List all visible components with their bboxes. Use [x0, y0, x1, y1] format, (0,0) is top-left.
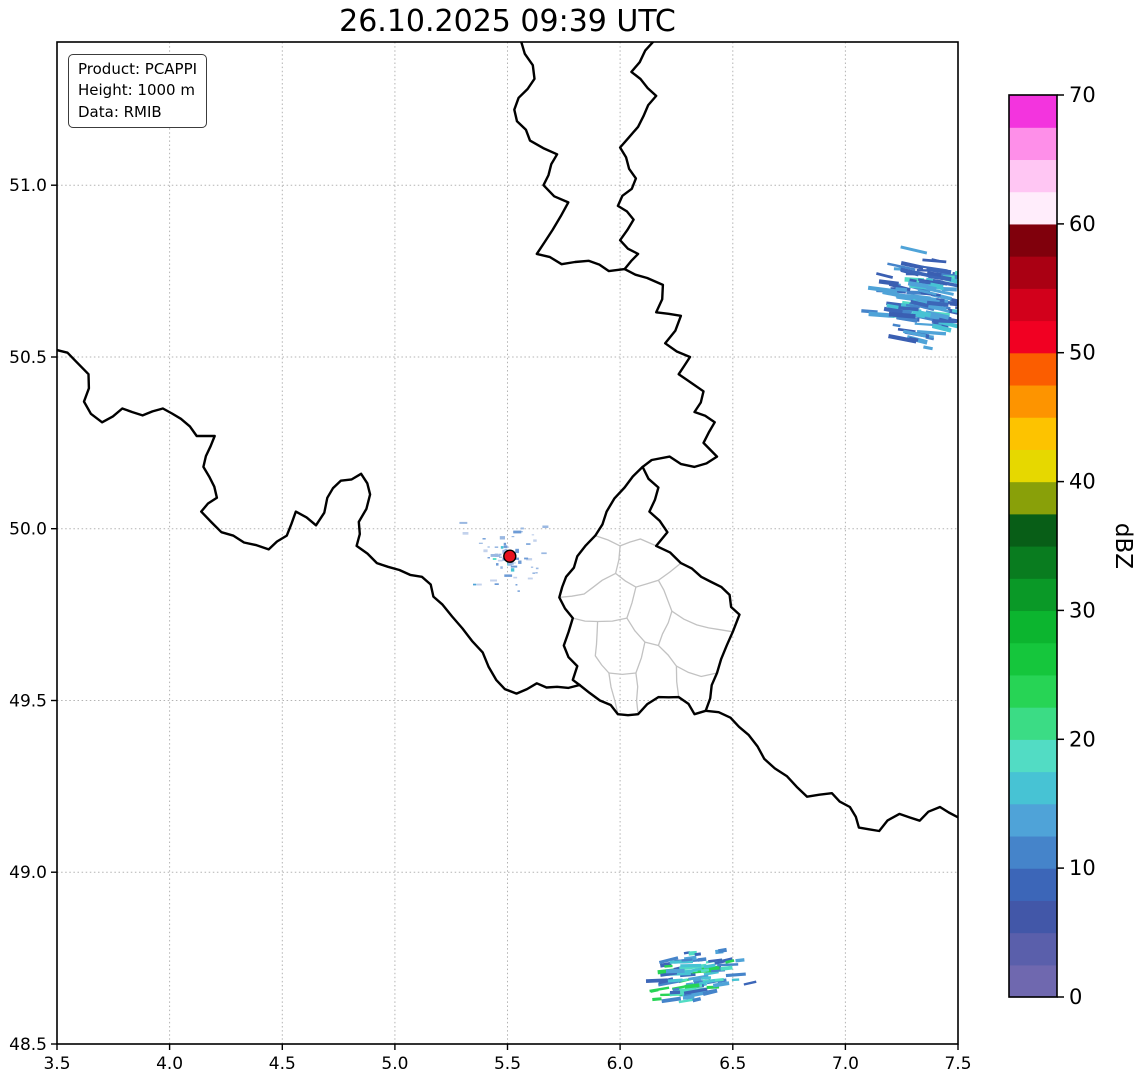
colorbar-band	[1009, 803, 1057, 837]
info-line-height: Height: 1000 m	[78, 81, 195, 100]
canton-border	[594, 621, 619, 715]
colorbar-band	[1009, 95, 1057, 128]
x-tick-label: 6.5	[719, 1054, 746, 1074]
x-tick-label: 4.0	[156, 1054, 183, 1074]
colorbar-tick-label: 0	[1069, 985, 1082, 1009]
colorbar-band	[1009, 449, 1057, 483]
colorbar-band	[1009, 352, 1057, 386]
y-tick-label: 50.5	[9, 348, 47, 368]
colorbar-band	[1009, 932, 1057, 966]
x-tick-label: 5.0	[381, 1054, 408, 1074]
canton-border	[572, 617, 628, 623]
country-border	[558, 465, 644, 687]
colorbar-band	[1009, 642, 1057, 676]
colorbar-band	[1009, 191, 1057, 225]
colorbar-tick-label: 60	[1069, 212, 1096, 236]
info-box: Product: PCAPPI Height: 1000 m Data: RMI…	[68, 54, 208, 128]
colorbar-band	[1009, 610, 1057, 644]
axis-ticks	[51, 184, 959, 1050]
y-tick-label: 50.0	[9, 520, 47, 540]
y-tick-label: 48.5	[9, 1035, 47, 1055]
radar-echo-central-speckles	[459, 521, 549, 592]
x-tick-label: 3.5	[43, 1054, 70, 1074]
radar-site-marker	[503, 549, 517, 563]
country-border	[641, 465, 741, 712]
colorbar-band	[1009, 674, 1057, 708]
grid-lines	[57, 42, 958, 1044]
colorbar-axis-label: dBZ	[1110, 523, 1136, 569]
colorbar: 0 10 20 30 40 50 60 70 dBZ	[1008, 83, 1136, 1009]
colorbar-band	[1009, 159, 1057, 193]
colorbar-band	[1009, 481, 1057, 515]
colorbar-tick-label: 40	[1069, 470, 1096, 494]
colorbar-tick-label: 30	[1069, 598, 1096, 622]
colorbar-band	[1009, 900, 1057, 934]
x-tick-label: 7.5	[944, 1054, 971, 1074]
colorbar-band	[1009, 546, 1057, 579]
x-tick-label: 5.5	[494, 1054, 521, 1074]
colorbar-band	[1009, 707, 1057, 740]
colorbar-band	[1009, 771, 1057, 805]
canton-border	[595, 534, 657, 547]
colorbar-band	[1009, 256, 1057, 289]
canton-border	[608, 672, 636, 676]
colorbar-band	[1009, 868, 1057, 901]
colorbar-band	[1009, 320, 1057, 354]
canton-border	[635, 672, 639, 715]
colorbar-band	[1009, 513, 1057, 547]
colorbar-band	[1009, 835, 1057, 869]
canton-border	[657, 579, 733, 633]
canton-border	[657, 611, 680, 698]
colorbar-band	[1009, 739, 1057, 773]
x-tick-label: 6.0	[607, 1054, 634, 1074]
colorbar-band	[1009, 384, 1057, 418]
country-border	[513, 42, 626, 273]
colorbar-band	[1009, 127, 1057, 161]
colorbar-frame	[1008, 94, 1058, 998]
y-tick-label: 51.0	[9, 176, 47, 196]
colorbar-band	[1009, 223, 1057, 257]
radar-echo-south-patch	[645, 947, 757, 1004]
colorbar-band	[1009, 964, 1057, 998]
country-border	[623, 267, 719, 469]
colorbar-tick-label: 50	[1069, 341, 1096, 365]
canton-border	[626, 586, 646, 674]
x-tick-label: 7.0	[832, 1054, 859, 1074]
radar-echo-northeast-patch	[861, 245, 958, 351]
info-line-product: Product: PCAPPI	[78, 60, 198, 78]
country-border	[704, 709, 958, 833]
figure-title: 26.10.2025 09:39 UTC	[339, 4, 676, 39]
colorbar-band	[1009, 578, 1057, 612]
radar-echo-radar-ring-speckles	[494, 542, 522, 572]
canton-border	[644, 641, 659, 647]
canton-border	[559, 572, 616, 599]
canton-border	[676, 665, 718, 678]
country-border	[616, 42, 658, 271]
y-tick-label: 49.0	[9, 863, 47, 883]
colorbar-band	[1009, 417, 1057, 450]
colorbar-tick-label: 70	[1069, 83, 1096, 107]
country-border	[578, 683, 707, 717]
colorbar-tick-label: 20	[1069, 727, 1096, 751]
country-border	[57, 348, 581, 695]
axis-tick-labels: 3.5 4.0 4.5 5.0 5.5 6.0 6.5 7.0 7.5 48.5 49.0 49.5 5…	[9, 176, 971, 1074]
y-tick-label: 49.5	[9, 692, 47, 712]
colorbar-tick-label: 10	[1069, 856, 1096, 880]
x-tick-label: 4.5	[269, 1054, 296, 1074]
colorbar-band	[1009, 288, 1057, 322]
info-line-data: Data: RMIB	[78, 102, 162, 121]
